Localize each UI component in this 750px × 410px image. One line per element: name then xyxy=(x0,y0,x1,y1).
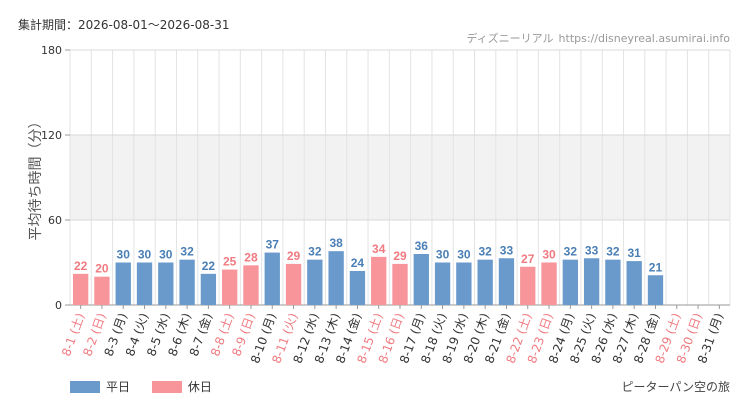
site-url[interactable]: https://disneyreal.asumirai.info xyxy=(558,32,730,45)
bar xyxy=(349,271,366,305)
bar-value-label: 32 xyxy=(478,245,492,259)
bar xyxy=(541,262,557,305)
bar-value-label: 30 xyxy=(457,248,471,262)
bar-value-label: 21 xyxy=(649,260,663,274)
bar-value-label: 34 xyxy=(372,242,386,256)
bar xyxy=(94,276,110,305)
bar-value-label: 31 xyxy=(628,246,642,260)
bar xyxy=(307,259,323,305)
bar xyxy=(158,262,174,305)
bar-value-label: 24 xyxy=(351,256,365,270)
bar-value-label: 30 xyxy=(436,248,450,262)
bar-value-label: 32 xyxy=(308,245,322,259)
bar-value-label: 25 xyxy=(223,255,237,269)
shaded-band xyxy=(70,135,730,220)
bar-value-label: 32 xyxy=(564,245,578,259)
bar xyxy=(605,259,621,305)
bar-value-label: 29 xyxy=(393,249,407,263)
period-label: 集計期間：2026-08-01〜2026-08-31 xyxy=(18,18,230,32)
y-tick-label: 120 xyxy=(41,129,62,142)
legend-label-weekday: 平日 xyxy=(106,380,131,394)
bar xyxy=(115,262,131,305)
bar-value-label: 30 xyxy=(542,248,556,262)
bar-value-label: 27 xyxy=(521,252,535,266)
bar xyxy=(583,258,600,305)
bar-value-label: 30 xyxy=(117,248,131,262)
legend-swatch-holiday xyxy=(151,380,182,393)
bar xyxy=(647,275,664,305)
bar xyxy=(179,259,195,305)
bar-value-label: 30 xyxy=(159,248,173,262)
bar-value-label: 36 xyxy=(415,239,429,253)
bar xyxy=(498,258,515,305)
y-tick-label: 60 xyxy=(48,214,62,227)
bar xyxy=(264,252,280,305)
bar xyxy=(520,266,536,305)
legend: 平日 休日 xyxy=(70,378,230,396)
bar xyxy=(222,269,238,305)
bar-value-label: 22 xyxy=(74,259,88,273)
bar xyxy=(477,259,493,305)
bar xyxy=(434,262,451,305)
bar-value-label: 28 xyxy=(244,250,258,264)
legend-item-holiday: 休日 xyxy=(151,378,212,395)
bar xyxy=(328,251,344,305)
bar xyxy=(626,261,642,305)
ride-name: ピーターパン空の旅 xyxy=(621,380,730,394)
bar xyxy=(562,259,578,305)
bar xyxy=(285,263,302,305)
bar-value-label: 38 xyxy=(329,236,343,250)
bar xyxy=(136,262,153,305)
bar-value-label: 32 xyxy=(180,245,194,259)
y-tick-label: 180 xyxy=(41,44,62,57)
bar-value-label: 33 xyxy=(500,243,514,257)
bar-value-label: 30 xyxy=(138,248,152,262)
y-tick-label: 0 xyxy=(55,299,62,312)
bar-value-label: 22 xyxy=(202,259,216,273)
bar xyxy=(456,262,472,305)
bar xyxy=(243,265,259,305)
bar-value-label: 33 xyxy=(585,243,599,257)
bar xyxy=(392,263,408,305)
site-credit: ディズニーリアル https://disneyreal.asumirai.info xyxy=(466,30,730,46)
bar-value-label: 29 xyxy=(287,249,301,263)
bar xyxy=(72,273,89,305)
bar-value-label: 32 xyxy=(606,245,620,259)
bar xyxy=(371,256,387,305)
bar xyxy=(413,254,429,305)
bar-value-label: 37 xyxy=(266,238,280,252)
legend-item-weekday: 平日 xyxy=(70,378,130,395)
y-axis-label: 平均待ち時間（分） xyxy=(28,115,44,241)
legend-swatch-weekday xyxy=(70,380,100,393)
bar-value-label: 20 xyxy=(95,262,109,276)
legend-label-holiday: 休日 xyxy=(187,380,212,394)
bar xyxy=(200,273,217,305)
site-name: ディズニーリアル xyxy=(466,32,554,45)
